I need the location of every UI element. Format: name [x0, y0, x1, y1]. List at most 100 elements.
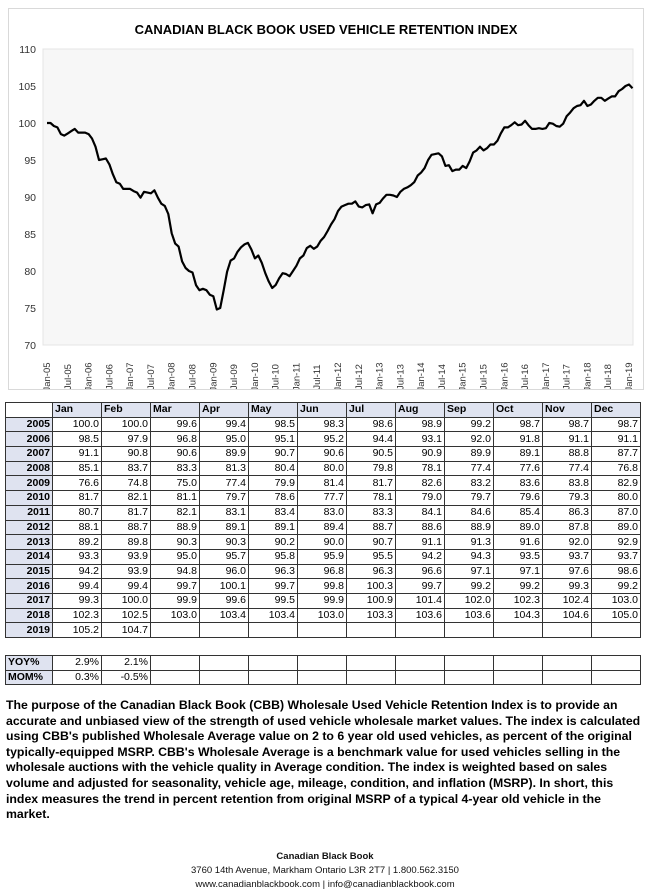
- value-cell: 95.7: [199, 548, 249, 565]
- value-cell: 89.9: [199, 446, 249, 462]
- value-cell: 78.1: [346, 490, 396, 506]
- year-cell: 2014: [5, 548, 53, 565]
- value-cell: 99.8: [297, 578, 347, 594]
- value-cell: 90.2: [248, 534, 298, 550]
- value-cell: [395, 622, 445, 638]
- year-cell: 2010: [5, 490, 53, 506]
- value-cell: 95.5: [346, 548, 396, 565]
- value-cell: 92.9: [591, 534, 641, 550]
- table-row: 2015 94.2 93.9 94.8 96.0 96.3 96.8 96.3 96.6 97.1…: [5, 563, 641, 580]
- footer-address: 3760 14th Avenue, Markham Ontario L3R 2T…: [191, 865, 459, 876]
- value-cell: 80.0: [591, 490, 641, 506]
- table-row: 2012 88.1 88.7 88.9 89.1 89.1 89.4 88.7 88.6 88.9…: [5, 519, 641, 536]
- year-cell: 2007: [5, 446, 53, 462]
- value-cell: 77.4: [542, 460, 592, 477]
- x-tick-label: Jul-11: [312, 364, 323, 389]
- x-tick-label: Jul-09: [229, 364, 240, 389]
- value-cell: 95.9: [297, 548, 347, 565]
- summary-cell: [297, 655, 347, 671]
- summary-cell: [542, 655, 592, 671]
- month-header: Jul: [346, 402, 396, 418]
- value-cell: 82.6: [395, 475, 445, 492]
- value-cell: 74.8: [101, 475, 151, 492]
- value-cell: 98.5: [248, 416, 298, 433]
- value-cell: 93.1: [395, 431, 445, 448]
- value-cell: [542, 622, 592, 638]
- value-cell: 105.0: [591, 607, 641, 624]
- table-row: 2009 76.6 74.8 75.0 77.4 79.9 81.4 81.7 82.6 83.2…: [5, 475, 641, 492]
- x-tick-label: Jan-10: [250, 362, 261, 389]
- table-header-row: Jan Feb Mar Apr May Jun Jul Aug Sep Oct Nov Dec: [5, 402, 641, 418]
- x-tick-label: Jan-19: [624, 362, 635, 389]
- table-row: 2010 81.7 82.1 81.1 79.7 78.6 77.7 78.1 79.0 79.7…: [5, 490, 641, 506]
- y-tick-label: 80: [24, 266, 36, 278]
- value-cell: 93.7: [542, 548, 592, 565]
- value-cell: 99.6: [150, 416, 200, 433]
- value-cell: 90.3: [150, 534, 200, 550]
- value-cell: 99.3: [542, 578, 592, 594]
- value-cell: 98.6: [346, 416, 396, 433]
- value-cell: 103.0: [150, 607, 200, 624]
- month-header: Feb: [101, 402, 151, 418]
- value-cell: 103.4: [199, 607, 249, 624]
- value-cell: 91.1: [52, 446, 102, 462]
- value-cell: 80.0: [297, 460, 347, 477]
- month-header: May: [248, 402, 298, 418]
- value-cell: 83.1: [199, 504, 249, 521]
- change-table: YOY% 2.9% 2.1% MOM% 0.3% -0.5%: [5, 655, 641, 686]
- value-cell: 91.1: [542, 431, 592, 448]
- value-cell: 87.8: [542, 519, 592, 536]
- value-cell: 92.0: [542, 534, 592, 550]
- value-cell: 99.4: [101, 578, 151, 594]
- year-cell: 2006: [5, 431, 53, 448]
- x-tick-label: Jul-15: [479, 364, 490, 389]
- value-cell: 89.0: [493, 519, 543, 536]
- value-cell: 93.9: [101, 563, 151, 580]
- value-cell: [591, 622, 641, 638]
- value-cell: 99.2: [493, 578, 543, 594]
- value-cell: 93.5: [493, 548, 543, 565]
- year-cell: 2009: [5, 475, 53, 492]
- value-cell: 80.4: [248, 460, 298, 477]
- summary-row: MOM% 0.3% -0.5%: [5, 669, 641, 686]
- summary-cell: [199, 669, 249, 686]
- corner-cell: [5, 402, 53, 418]
- x-tick-label: Jan-17: [541, 362, 552, 389]
- value-cell: 100.1: [199, 578, 249, 594]
- value-cell: 99.3: [52, 592, 102, 609]
- value-cell: 96.0: [199, 563, 249, 580]
- value-cell: 90.3: [199, 534, 249, 550]
- x-tick-label: Jul-10: [271, 364, 282, 389]
- description-paragraph: The purpose of the Canadian Black Book (…: [6, 698, 641, 822]
- year-cell: 2018: [5, 607, 53, 624]
- summary-cell: [248, 669, 298, 686]
- table-row: 2016 99.4 99.4 99.7 100.1 99.7 99.8 100.3 99.7 99…: [5, 578, 641, 594]
- chart-container: 70 75 80 85 90 95 100 105 110 Jan-05 Jul-05 Jan-06 J…: [8, 8, 644, 390]
- value-cell: 96.8: [150, 431, 200, 448]
- value-cell: 102.3: [52, 607, 102, 624]
- value-cell: 90.9: [395, 446, 445, 462]
- x-tick-label: Jul-14: [437, 364, 448, 389]
- x-tick-label: Jan-16: [499, 362, 510, 389]
- table-row: 2005 100.0 100.0 99.6 99.4 98.5 98.3 98.6 98.9 99…: [5, 416, 641, 433]
- value-cell: 99.4: [52, 578, 102, 594]
- value-cell: 98.9: [395, 416, 445, 433]
- summary-cell: [150, 655, 200, 671]
- value-cell: 82.1: [101, 490, 151, 506]
- value-cell: 85.1: [52, 460, 102, 477]
- year-cell: 2017: [5, 592, 53, 609]
- summary-cell: [591, 669, 641, 686]
- value-cell: 93.7: [591, 548, 641, 565]
- value-cell: 99.9: [297, 592, 347, 609]
- value-cell: 104.3: [493, 607, 543, 624]
- value-cell: 84.6: [444, 504, 494, 521]
- value-cell: 83.2: [444, 475, 494, 492]
- value-cell: 90.6: [150, 446, 200, 462]
- summary-cell: [493, 655, 543, 671]
- value-cell: 88.1: [52, 519, 102, 536]
- value-cell: [248, 622, 298, 638]
- value-cell: 96.3: [346, 563, 396, 580]
- value-cell: 81.7: [52, 490, 102, 506]
- table-row: 2019 105.2 104.7: [5, 622, 641, 638]
- summary-cell: [444, 655, 494, 671]
